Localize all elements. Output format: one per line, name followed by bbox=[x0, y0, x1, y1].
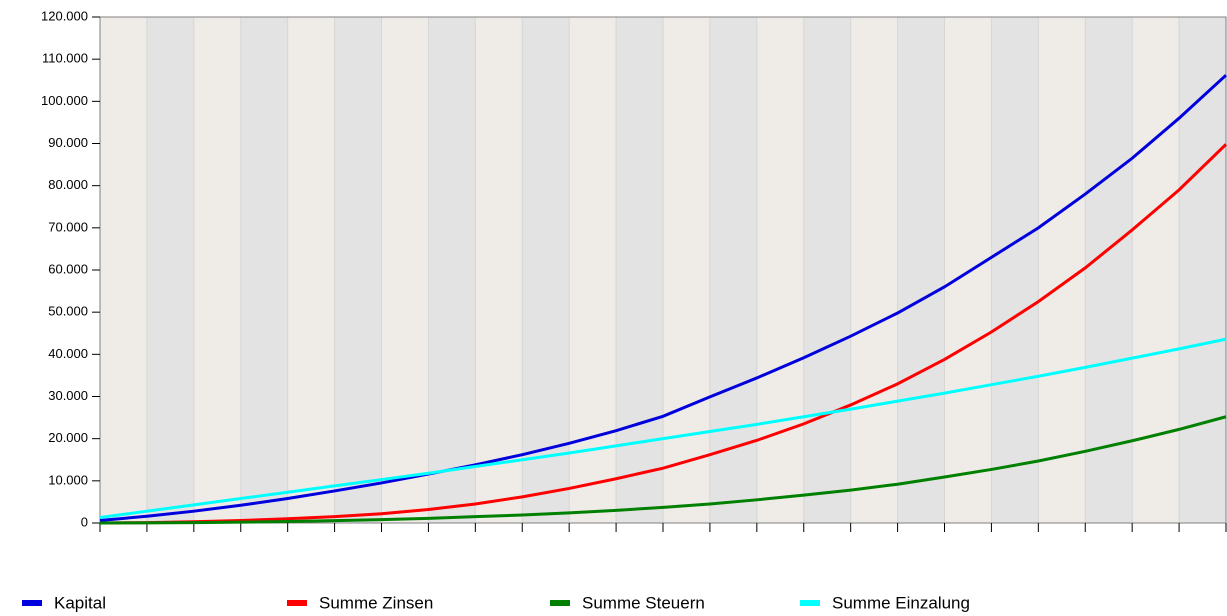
band bbox=[475, 17, 523, 523]
series-line bbox=[99, 143, 1227, 525]
series-line bbox=[99, 337, 1227, 520]
legend-label: Summe Zinsen bbox=[319, 593, 433, 612]
band bbox=[756, 17, 804, 523]
y-tick-label: 50.000 bbox=[48, 304, 88, 319]
band bbox=[428, 17, 476, 523]
band bbox=[334, 17, 382, 523]
band bbox=[1132, 17, 1180, 523]
band bbox=[100, 17, 147, 523]
band bbox=[1038, 17, 1086, 523]
legend-label: Summe Steuern bbox=[582, 593, 705, 612]
band bbox=[1179, 17, 1226, 523]
y-tick-label: 110.000 bbox=[42, 51, 88, 66]
y-tick-label: 40.000 bbox=[48, 346, 88, 361]
y-tick-label: 70.000 bbox=[48, 219, 88, 234]
band bbox=[193, 17, 241, 523]
band bbox=[240, 17, 288, 523]
series-line bbox=[99, 415, 1227, 525]
legend-label: Kapital bbox=[54, 593, 106, 612]
legend-swatch bbox=[287, 600, 307, 606]
band bbox=[146, 17, 194, 523]
y-tick-label: 80.000 bbox=[48, 177, 88, 192]
band bbox=[663, 17, 710, 523]
legend-label: Summe Einzalung bbox=[832, 593, 970, 612]
band bbox=[709, 17, 757, 523]
band bbox=[522, 17, 570, 523]
band bbox=[1085, 17, 1133, 523]
band bbox=[381, 17, 429, 523]
legend-swatch bbox=[22, 600, 42, 606]
band bbox=[803, 17, 851, 523]
y-tick-label: 60.000 bbox=[48, 261, 88, 276]
legend-swatch bbox=[800, 600, 820, 606]
series-line bbox=[99, 74, 1227, 522]
band bbox=[616, 17, 663, 523]
band bbox=[850, 17, 898, 523]
legend-swatch bbox=[550, 600, 570, 606]
y-tick-label: 0 bbox=[81, 514, 88, 529]
band bbox=[944, 17, 992, 523]
y-tick-label: 120.000 bbox=[41, 8, 88, 23]
y-tick-label: 30.000 bbox=[48, 388, 88, 403]
y-tick-label: 100.000 bbox=[41, 93, 88, 108]
y-tick-label: 10.000 bbox=[48, 472, 88, 487]
y-tick-label: 90.000 bbox=[48, 135, 88, 150]
band bbox=[991, 17, 1039, 523]
y-tick-label: 20.000 bbox=[48, 430, 88, 445]
band bbox=[569, 17, 617, 523]
band bbox=[897, 17, 945, 523]
band bbox=[287, 17, 335, 523]
